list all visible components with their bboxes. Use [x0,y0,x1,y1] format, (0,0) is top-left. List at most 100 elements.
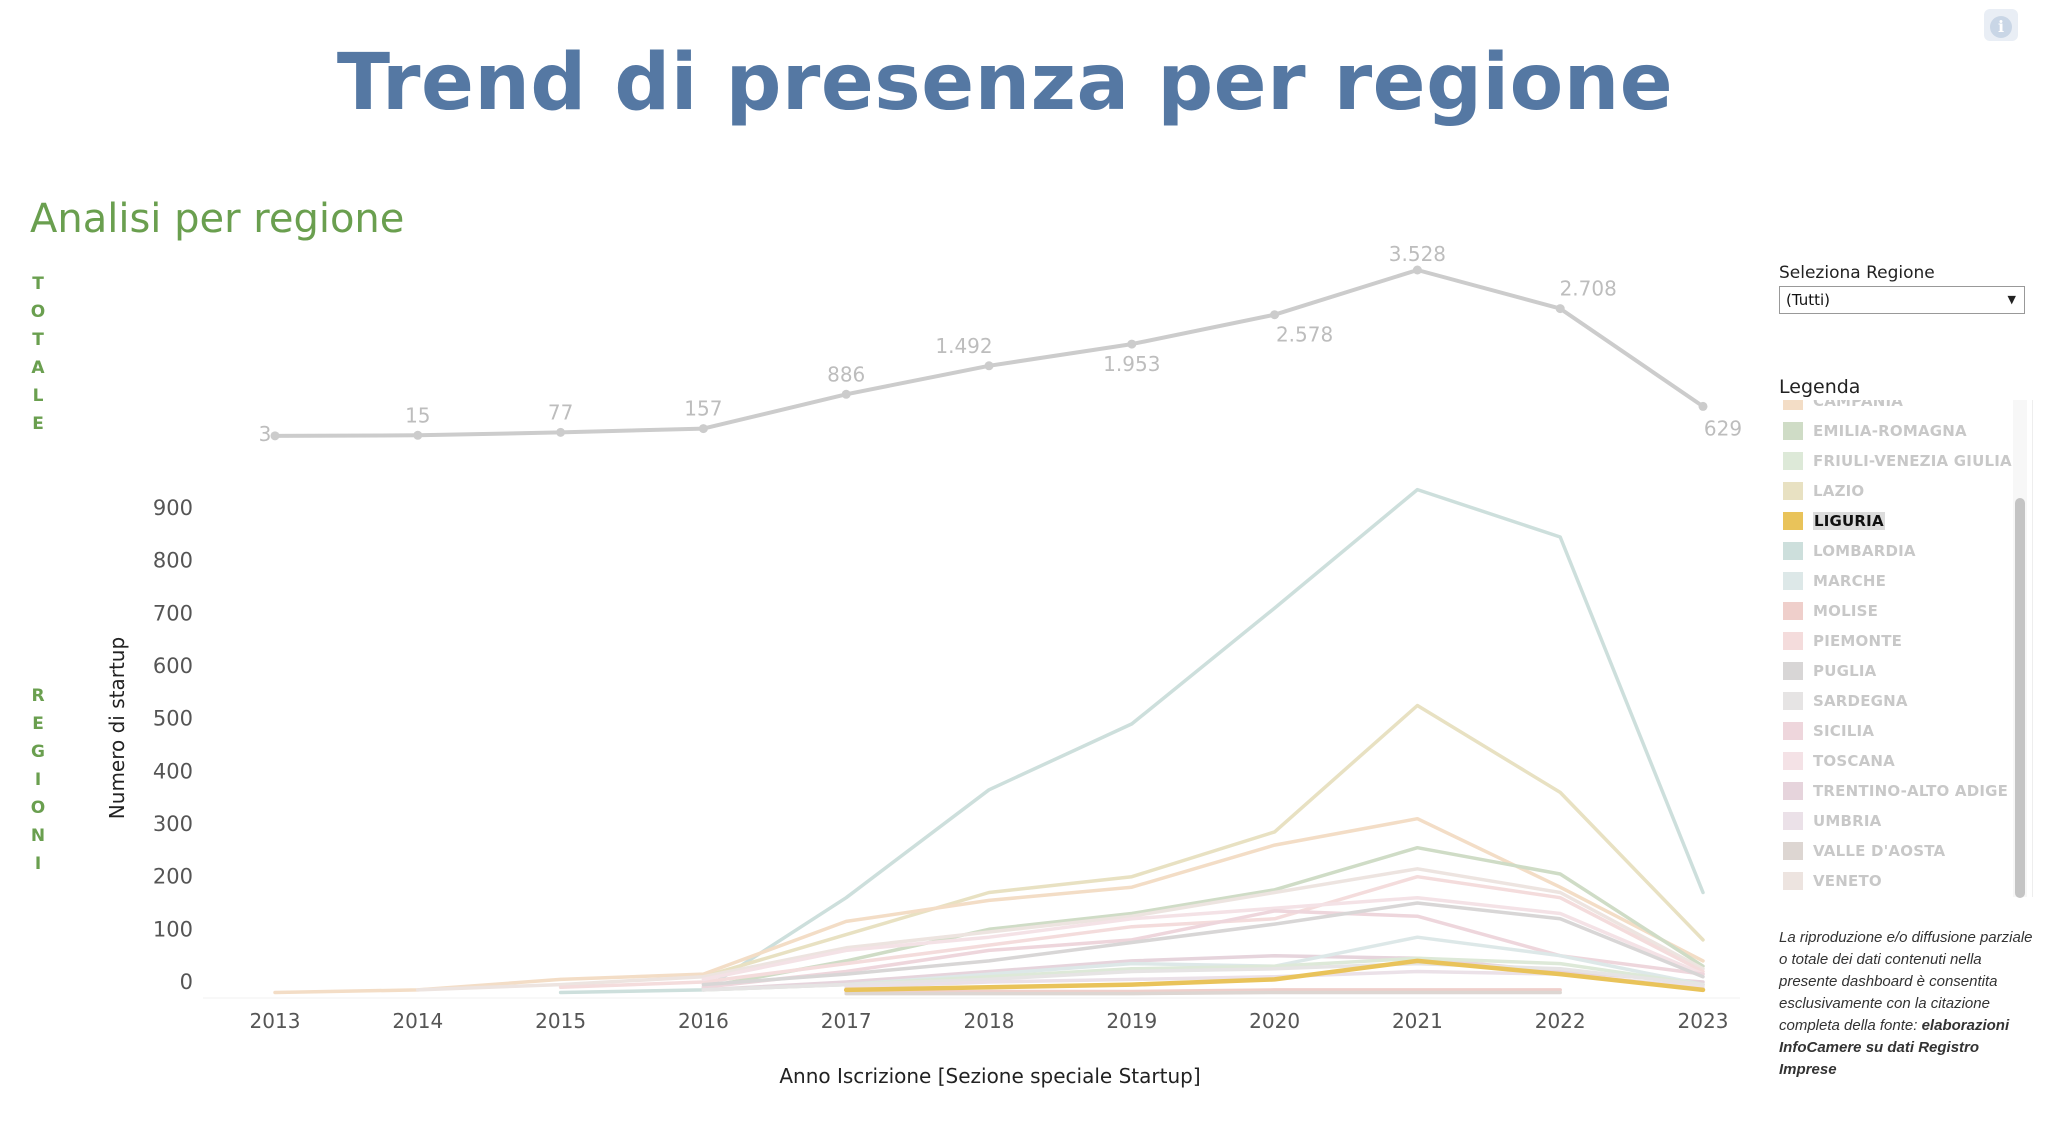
totale-data-label: 157 [684,397,722,421]
x-tick-label: 2019 [1106,1009,1157,1033]
y-tick-label: 700 [153,601,193,625]
y-axis-title: Numero di startup [105,637,129,819]
legend-swatch [1783,400,1803,410]
legend-label: UMBRIA [1813,812,1882,830]
legend-item[interactable]: TOSCANA [1780,746,2012,776]
legend-item[interactable]: MARCHE [1780,566,2012,596]
series-line-sardegna [701,961,1705,992]
x-tick-label: 2018 [964,1009,1015,1033]
x-tick-label: 2014 [392,1009,443,1033]
totale-letter: T [32,274,44,294]
legend-swatch [1783,602,1803,620]
legend-item[interactable]: LOMBARDIA [1780,536,2012,566]
x-tick-label: 2022 [1535,1009,1586,1033]
series-line-lombardia [558,487,1705,995]
x-tick-label: 2023 [1678,1009,1729,1033]
filter-label: Seleziona Regione [1779,263,1935,283]
y-tick-label: 300 [153,812,193,836]
totale-letter: O [30,302,46,322]
y-tick-label: 200 [153,865,193,889]
totale-point [556,427,566,437]
totale-letter: T [32,330,44,350]
regioni-letter: N [30,826,46,846]
x-tick-label: 2021 [1392,1009,1443,1033]
legend-item[interactable]: LAZIO [1780,476,2012,506]
totale-data-label: 2.708 [1560,277,1617,301]
totale-point [1412,265,1422,275]
totale-point [1127,339,1137,349]
legend-item[interactable]: SARDEGNA [1780,686,2012,716]
totale-data-label: 886 [827,362,865,386]
totale-data-label: 3 [259,422,272,446]
series-line-campania [273,816,1705,995]
totale-data-label: 1.953 [1103,352,1160,376]
legend-item[interactable]: EMILIA-ROMAGNA [1780,416,2012,446]
legend-swatch [1783,542,1803,560]
legend-item[interactable]: LIGURIA [1780,506,2012,536]
legend-swatch [1783,752,1803,770]
x-tick-label: 2020 [1249,1009,1300,1033]
legend-title: Legenda [1779,376,1861,398]
region-select[interactable]: (Tutti) ▼ [1779,286,2025,314]
chevron-down-icon: ▼ [2007,293,2016,306]
regioni-letter: G [31,742,45,762]
series-line-toscana [701,895,1705,982]
totale-data-label: 1.492 [935,334,992,358]
series-line-valle-d-aosta [844,990,1562,996]
totale-data-label: 629 [1704,416,1742,440]
note-source: elaborazioni InfoCamere su dati Registro… [1779,1017,2010,1078]
legend-label: EMILIA-ROMAGNA [1813,422,1967,440]
legend-label: MARCHE [1813,572,1887,590]
legend-item[interactable]: PUGLIA [1780,656,2012,686]
legend-item[interactable]: MOLISE [1780,596,2012,626]
section-subtitle: Analisi per regione [30,196,405,242]
info-icon[interactable]: i [1984,9,2018,41]
legend-item[interactable]: FRIULI-VENEZIA GIULIA [1780,446,2012,476]
legend-label: PUGLIA [1813,662,1877,680]
legend-label: FRIULI-VENEZIA GIULIA [1813,452,2012,470]
totale-letter: L [32,386,44,406]
totale-letter: E [32,414,44,434]
totale-point [698,424,708,434]
series-line-liguria [843,958,1706,993]
legend-item[interactable]: VALLE D'AOSTA [1780,836,2012,866]
legend-item[interactable]: TRENTINO-ALTO ADIGE [1780,776,2012,806]
legend-swatch [1783,812,1803,830]
legend-item[interactable]: UMBRIA [1780,806,2012,836]
legend-swatch [1783,692,1803,710]
legend-item[interactable]: CAMPANIA [1780,400,2012,416]
legend-list[interactable]: CAMPANIA EMILIA-ROMAGNA FRIULI-VENEZIA GIU… [1780,400,2033,897]
legend-label: VALLE D'AOSTA [1813,842,1946,860]
legend-swatch [1783,872,1803,890]
regioni-letter: E [32,714,44,734]
legend-item[interactable]: SICILIA [1780,716,2012,746]
legend-item[interactable]: PIEMONTE [1780,626,2012,656]
series-line-sicilia [701,909,1705,990]
x-tick-label: 2017 [821,1009,872,1033]
regioni-letter: I [34,854,42,874]
legend-swatch [1783,632,1803,650]
legend-label: SICILIA [1813,722,1875,740]
legend-swatch [1783,842,1803,860]
legend-swatch [1783,512,1803,530]
totale-point [1555,304,1565,314]
totale-letter: A [31,358,45,378]
legend-item[interactable]: VENETO [1780,866,2012,896]
legend-label: VENETO [1813,872,1882,890]
legend-scrollbar-thumb[interactable] [2015,498,2025,898]
series-line-puglia [701,901,1705,987]
legend-label: LOMBARDIA [1813,542,1916,560]
y-tick-label: 800 [153,549,193,573]
legend-label: TOSCANA [1813,752,1895,770]
regioni-letter: R [31,686,45,706]
totale-data-label: 2.578 [1276,323,1333,347]
regioni-letter: I [34,770,42,790]
legend-label: CAMPANIA [1813,400,1904,410]
totale-data-label: 3.528 [1389,242,1446,266]
series-line-emilia-romagna [701,845,1705,990]
regioni-letter: O [30,798,46,818]
legend-swatch [1783,662,1803,680]
totale-data-label: 77 [548,400,573,424]
